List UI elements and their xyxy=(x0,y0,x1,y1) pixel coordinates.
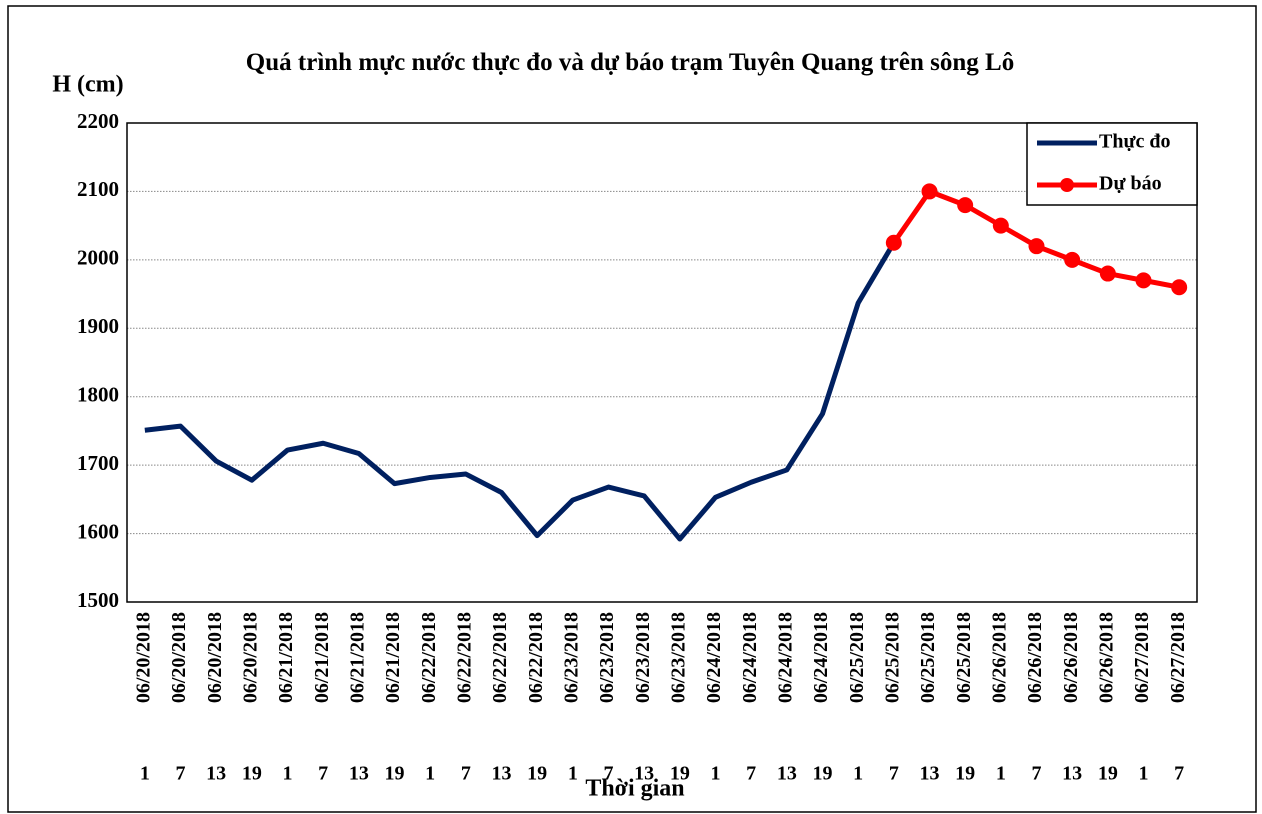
x-hour-label: 19 xyxy=(955,763,975,785)
x-tick-label: 06/26/2018 xyxy=(1060,612,1082,703)
x-hour-label: 1 xyxy=(425,763,435,785)
plot-area xyxy=(126,122,1198,603)
x-tick-label: 06/23/2018 xyxy=(632,612,654,703)
x-tick-label: 06/22/2018 xyxy=(418,612,440,703)
x-hour-label: 19 xyxy=(527,763,547,785)
series-marker xyxy=(885,234,902,251)
x-tick-label: 06/26/2018 xyxy=(1024,612,1046,703)
y-tick-label: 2000 xyxy=(77,246,119,270)
x-hour-label: 1 xyxy=(568,763,578,785)
y-tick-label: 2100 xyxy=(77,177,119,201)
x-tick-label: 06/21/2018 xyxy=(275,612,297,703)
x-tick-label: 06/22/2018 xyxy=(489,612,511,703)
series-marker xyxy=(921,183,938,200)
y-tick-label: 1800 xyxy=(77,383,119,407)
x-hour-label: 7 xyxy=(604,763,614,785)
x-tick-label: 06/24/2018 xyxy=(810,612,832,703)
x-tick-label: 06/26/2018 xyxy=(1095,612,1117,703)
y-tick-label: 1600 xyxy=(77,519,119,543)
x-tick-label: 06/25/2018 xyxy=(953,612,975,703)
x-tick-label: 06/24/2018 xyxy=(703,612,725,703)
x-hour-label: 19 xyxy=(242,763,262,785)
x-hour-label: 7 xyxy=(318,763,328,785)
x-hour-label: 19 xyxy=(1098,763,1118,785)
x-tick-label: 06/21/2018 xyxy=(311,612,333,703)
series-marker xyxy=(1135,272,1152,289)
x-tick-label: 06/26/2018 xyxy=(988,612,1010,703)
x-hour-label: 13 xyxy=(634,763,654,785)
x-hour-label: 13 xyxy=(777,763,797,785)
x-tick-label: 06/20/2018 xyxy=(132,612,154,703)
x-hour-label: 13 xyxy=(492,763,512,785)
x-hour-label: 1 xyxy=(711,763,721,785)
series-line xyxy=(144,241,896,542)
x-tick-label: 06/27/2018 xyxy=(1167,612,1189,703)
x-tick-label: 06/25/2018 xyxy=(881,612,903,703)
x-hour-label: 7 xyxy=(1174,763,1184,785)
x-hour-label: 13 xyxy=(1062,763,1082,785)
x-tick-label: 06/21/2018 xyxy=(346,612,368,703)
x-hour-label: 7 xyxy=(176,763,186,785)
x-hour-label: 13 xyxy=(206,763,226,785)
x-hour-label: 1 xyxy=(283,763,293,785)
series-marker xyxy=(1171,279,1188,296)
x-hour-label: 19 xyxy=(670,763,690,785)
y-tick-label: 2200 xyxy=(77,109,119,133)
x-hour-label: 7 xyxy=(889,763,899,785)
y-tick-label: 1500 xyxy=(77,588,119,612)
x-hour-label: 1 xyxy=(996,763,1006,785)
series-marker xyxy=(1099,265,1116,282)
x-tick-label: 06/20/2018 xyxy=(204,612,226,703)
x-hour-label: 13 xyxy=(920,763,940,785)
legend-box xyxy=(1026,122,1198,206)
x-hour-label: 19 xyxy=(813,763,833,785)
x-tick-label: 06/23/2018 xyxy=(667,612,689,703)
x-tick-label: 06/23/2018 xyxy=(560,612,582,703)
chart-title: Quá trình mực nước thực đo và dự báo trạ… xyxy=(245,49,1015,76)
y-tick-label: 1900 xyxy=(77,314,119,338)
x-hour-label: 7 xyxy=(746,763,756,785)
legend-marker xyxy=(1060,178,1074,192)
x-tick-label: 06/25/2018 xyxy=(846,612,868,703)
x-hour-label: 7 xyxy=(461,763,471,785)
x-hour-label: 19 xyxy=(385,763,405,785)
x-tick-label: 06/21/2018 xyxy=(382,612,404,703)
x-tick-label: 06/23/2018 xyxy=(596,612,618,703)
x-tick-label: 06/22/2018 xyxy=(453,612,475,703)
series-marker xyxy=(1064,251,1081,268)
x-tick-label: 06/20/2018 xyxy=(168,612,190,703)
frame xyxy=(7,5,1257,813)
series-marker xyxy=(1028,238,1045,255)
y-tick-label: 1700 xyxy=(77,451,119,475)
legend-label: Thực đo xyxy=(1099,131,1170,153)
x-tick-label: 06/24/2018 xyxy=(774,612,796,703)
x-hour-label: 1 xyxy=(1139,763,1149,785)
legend-label: Dự báo xyxy=(1099,173,1162,195)
x-tick-label: 06/27/2018 xyxy=(1131,612,1153,703)
x-hour-label: 7 xyxy=(1032,763,1042,785)
y-axis-label: H (cm) xyxy=(52,72,123,98)
x-tick-label: 06/25/2018 xyxy=(917,612,939,703)
x-hour-label: 13 xyxy=(349,763,369,785)
series-marker xyxy=(992,217,1009,234)
x-hour-label: 1 xyxy=(853,763,863,785)
x-tick-label: 06/20/2018 xyxy=(239,612,261,703)
x-tick-label: 06/22/2018 xyxy=(525,612,547,703)
series-marker xyxy=(957,197,974,214)
x-tick-label: 06/24/2018 xyxy=(739,612,761,703)
x-axis-label: Thời gian xyxy=(585,776,684,802)
x-hour-label: 1 xyxy=(140,763,150,785)
